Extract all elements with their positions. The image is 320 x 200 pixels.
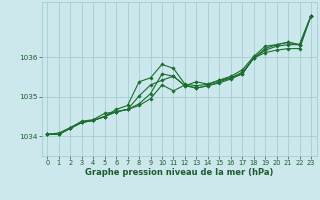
X-axis label: Graphe pression niveau de la mer (hPa): Graphe pression niveau de la mer (hPa): [85, 168, 273, 177]
